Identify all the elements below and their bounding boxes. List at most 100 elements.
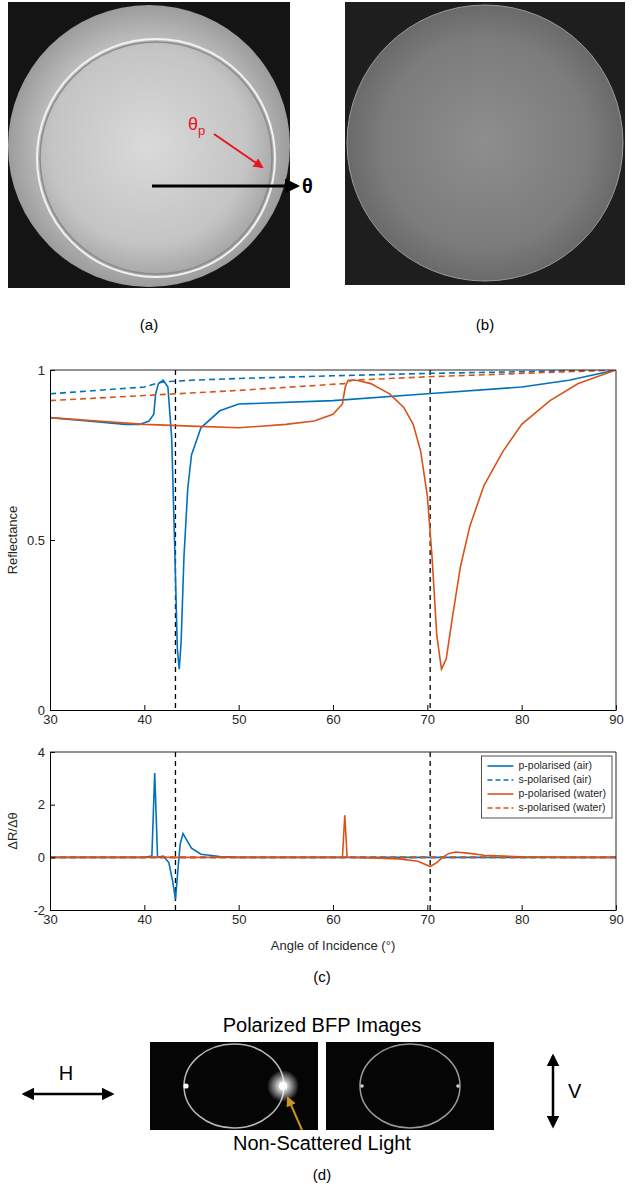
panel-d: Polarized BFP ImagesHVNon-Scattered Ligh… bbox=[24, 1014, 582, 1154]
axis: 30405060708090 bbox=[43, 705, 623, 727]
tick-mark bbox=[427, 905, 428, 910]
tick: 0 bbox=[38, 850, 55, 865]
legend: p-polarised (air) s-polarised (air) p-pola… bbox=[481, 756, 612, 818]
series-line bbox=[50, 815, 616, 866]
tick-label: 40 bbox=[138, 712, 152, 727]
panel-label: (a) bbox=[140, 316, 158, 333]
panel-label: (d) bbox=[313, 1166, 331, 1183]
bfp-image bbox=[326, 1042, 494, 1130]
tick-label: 30 bbox=[43, 912, 57, 927]
tick-label: 70 bbox=[421, 712, 435, 727]
theta-subscript: p bbox=[198, 123, 205, 138]
legend-entry: p-polarised (air) bbox=[518, 759, 592, 771]
tick-mark bbox=[50, 540, 55, 541]
tick: 40 bbox=[138, 905, 152, 927]
tick: -2 bbox=[33, 903, 55, 918]
axis: 00.51 bbox=[27, 363, 55, 718]
axis-line bbox=[51, 710, 617, 711]
series-line bbox=[50, 773, 616, 899]
series-line bbox=[50, 370, 616, 669]
y-axis-title: ΔR/Δθ bbox=[5, 812, 20, 850]
tick-label: 40 bbox=[138, 912, 152, 927]
axis: 30405060708090 bbox=[43, 905, 623, 927]
bfp-disk bbox=[347, 5, 623, 281]
polarization-label: V bbox=[568, 1080, 582, 1102]
bright-spot bbox=[183, 1083, 188, 1088]
axis-line bbox=[50, 753, 51, 911]
chart: 30405060708090-2024ΔR/ΔθAngle of Inciden… bbox=[5, 745, 623, 953]
polarization-arrow bbox=[24, 1093, 112, 1096]
tick: 60 bbox=[326, 905, 340, 927]
tick-label: 4 bbox=[38, 745, 45, 760]
tick: 0.5 bbox=[27, 533, 55, 548]
y-axis-title: Reflectance bbox=[5, 506, 20, 575]
tick-mark bbox=[50, 910, 55, 911]
plot-area bbox=[50, 370, 616, 710]
tick-label: 1 bbox=[38, 363, 45, 378]
theta-symbol: θ bbox=[188, 114, 198, 134]
polarization-arrow bbox=[552, 1056, 555, 1126]
axis-line bbox=[51, 910, 617, 911]
tick-label: 2 bbox=[38, 797, 45, 812]
annotation-arrow bbox=[288, 1098, 302, 1130]
legend-swatch bbox=[487, 793, 513, 795]
tick: 70 bbox=[421, 905, 435, 927]
tick-mark bbox=[144, 705, 145, 710]
tick-label: 70 bbox=[421, 912, 435, 927]
legend-items: p-polarised (air) s-polarised (air) p-pola… bbox=[487, 759, 606, 813]
theta-p-label: θp bbox=[188, 114, 205, 138]
series-line bbox=[50, 857, 616, 859]
tick-label: -2 bbox=[33, 903, 45, 918]
image-background bbox=[8, 2, 290, 288]
spr-ring-light bbox=[37, 39, 275, 277]
dim-spot bbox=[360, 1084, 364, 1088]
theta-p-arrow bbox=[214, 134, 262, 167]
panel-label: (c) bbox=[313, 968, 331, 985]
series-line bbox=[50, 370, 616, 401]
tick-label: 50 bbox=[232, 912, 246, 927]
tick-mark bbox=[50, 805, 55, 806]
legend-swatch bbox=[487, 779, 513, 781]
tick-label: 80 bbox=[515, 712, 529, 727]
tick-label: 0 bbox=[38, 850, 45, 865]
spr-ring-dark bbox=[40, 42, 272, 274]
legend-box bbox=[481, 756, 612, 818]
tick: 0 bbox=[38, 703, 55, 718]
plot-frame bbox=[616, 752, 617, 910]
axis: -2 0 2 4 bbox=[33, 745, 55, 918]
panel-a: θθp bbox=[8, 2, 313, 288]
tick: 60 bbox=[326, 705, 340, 727]
series-line bbox=[50, 370, 616, 669]
tick-mark bbox=[522, 905, 523, 910]
spot-glow bbox=[267, 1070, 299, 1102]
tick: 70 bbox=[421, 705, 435, 727]
legend-entry: s-polarised (water) bbox=[518, 801, 605, 813]
tick-label: 60 bbox=[326, 912, 340, 927]
tick-mark bbox=[239, 905, 240, 910]
plot-frame bbox=[50, 752, 616, 753]
tick-label: 60 bbox=[326, 712, 340, 727]
tick-mark bbox=[239, 705, 240, 710]
plot-background bbox=[50, 370, 616, 710]
tick: 50 bbox=[232, 905, 246, 927]
figure: θθp(a)(b)(c)(d)3040506070809000.51Reflec… bbox=[0, 0, 635, 1191]
tick-mark bbox=[144, 905, 145, 910]
theta-label: θ bbox=[302, 175, 313, 197]
tick: 80 bbox=[515, 705, 529, 727]
legend-entry: p-polarised (water) bbox=[518, 787, 606, 799]
tick-mark bbox=[427, 705, 428, 710]
legend-entry: s-polarised (air) bbox=[518, 773, 591, 785]
tick-mark bbox=[333, 905, 334, 910]
polarization-label: H bbox=[59, 1062, 73, 1084]
bright-spot bbox=[279, 1082, 287, 1090]
tick-label: 30 bbox=[43, 712, 57, 727]
dim-spot bbox=[456, 1084, 460, 1088]
plot-background bbox=[50, 752, 616, 910]
tick-label: 90 bbox=[609, 912, 623, 927]
tick: 2 bbox=[38, 797, 55, 812]
tick-mark bbox=[50, 710, 55, 711]
legend-swatch bbox=[487, 765, 513, 767]
annotation: Non-Scattered Light bbox=[233, 1132, 411, 1154]
bfp-ring bbox=[360, 1044, 460, 1128]
tick-mark bbox=[50, 857, 55, 858]
